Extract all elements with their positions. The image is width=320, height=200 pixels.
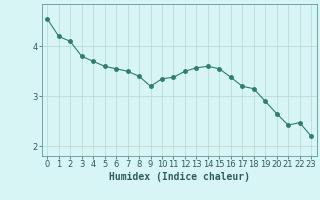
X-axis label: Humidex (Indice chaleur): Humidex (Indice chaleur)	[109, 172, 250, 182]
